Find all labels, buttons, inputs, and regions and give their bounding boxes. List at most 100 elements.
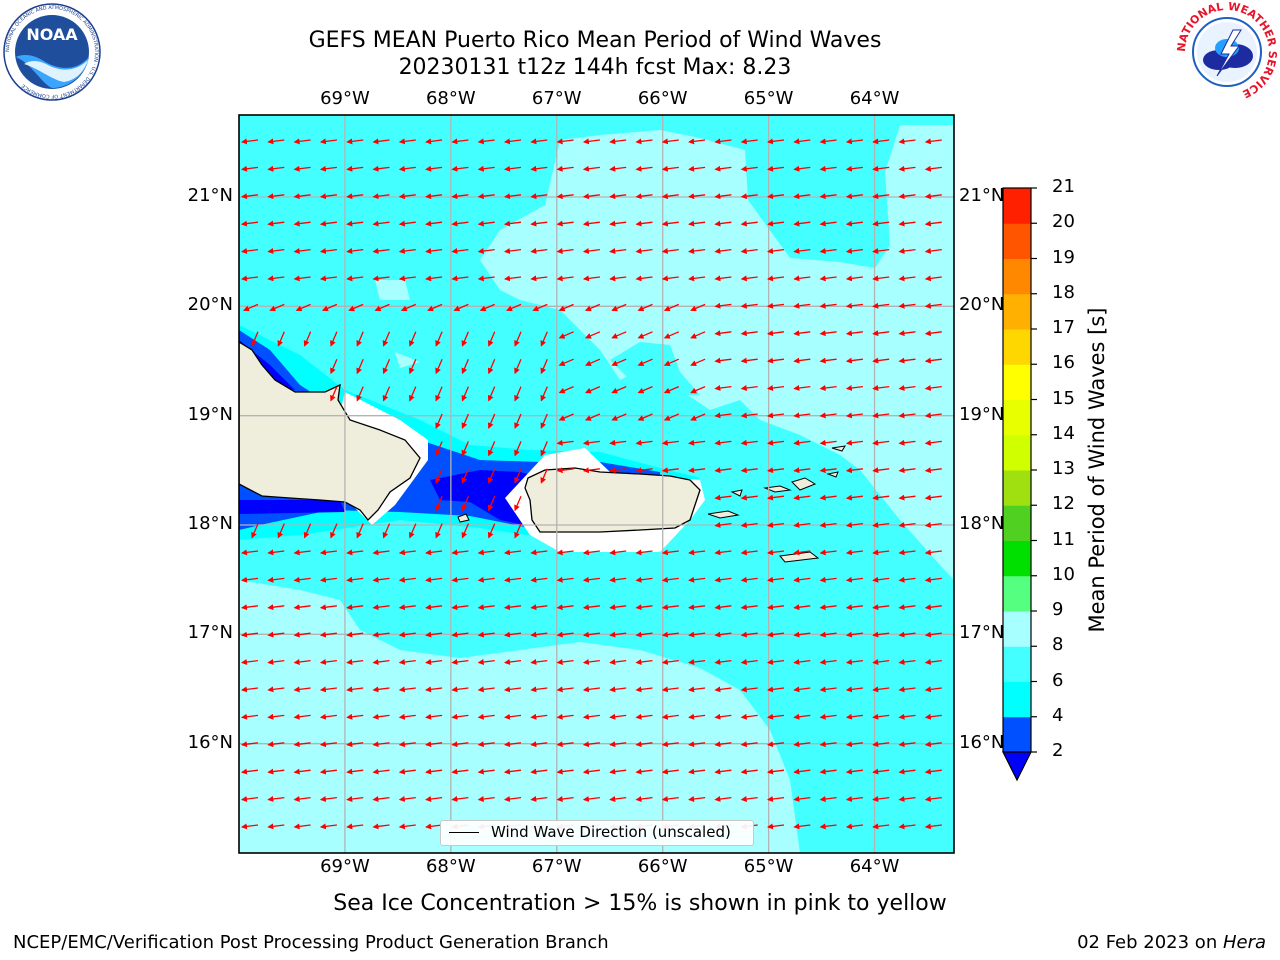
wave-direction-arrow <box>845 248 863 254</box>
wave-direction-arrow <box>372 768 390 775</box>
wave-direction-arrow <box>845 796 863 802</box>
wave-direction-arrow <box>740 604 758 611</box>
wave-direction-arrow <box>767 467 785 474</box>
wave-direction-arrow <box>872 823 890 830</box>
wave-direction-arrow <box>661 631 679 638</box>
wave-direction-arrow <box>356 386 364 402</box>
wave-direction-arrow <box>532 303 548 312</box>
wave-direction-arrow <box>714 467 732 474</box>
wave-direction-arrow <box>872 549 890 556</box>
wave-direction-arrow <box>584 358 601 366</box>
wave-direction-arrow <box>372 659 390 665</box>
wave-direction-arrow <box>267 576 285 583</box>
colorbar-segment <box>1003 364 1031 400</box>
wave-direction-arrow <box>477 248 495 254</box>
wave-direction-arrow <box>382 523 391 539</box>
wave-direction-arrow <box>688 248 706 254</box>
wave-direction-arrow <box>398 220 416 227</box>
wave-direction-arrow <box>584 386 601 394</box>
wave-direction-arrow <box>556 741 574 748</box>
colorbar-segment <box>1003 540 1031 577</box>
wave-direction-arrow <box>556 248 574 254</box>
wave-direction-arrow <box>793 659 811 665</box>
wave-direction-arrow <box>372 631 390 638</box>
wave-direction-arrow <box>356 331 364 347</box>
wave-direction-arrow <box>451 713 469 720</box>
wave-direction-arrow <box>487 523 496 539</box>
wave-direction-arrow <box>267 549 285 556</box>
wave-direction-arrow <box>398 604 416 611</box>
wave-direction-arrow <box>425 138 443 145</box>
wave-direction-arrow <box>767 741 785 748</box>
wave-direction-arrow <box>330 358 338 375</box>
colorbar-tick-label: 4 <box>1052 704 1064 726</box>
wave-direction-arrow <box>398 138 416 145</box>
wave-direction-arrow <box>845 494 863 501</box>
wave-direction-arrow <box>688 138 706 145</box>
wave-direction-arrow <box>425 686 443 693</box>
wave-direction-arrow <box>530 713 548 720</box>
wave-direction-arrow <box>819 494 837 501</box>
wave-direction-arrow <box>267 768 285 775</box>
wave-direction-arrow <box>409 358 417 375</box>
footer-date: 02 Feb 2023 on Hera <box>1077 932 1266 953</box>
wave-direction-arrow <box>872 439 890 446</box>
wave-direction-arrow <box>435 495 443 512</box>
wave-direction-arrow <box>556 686 574 693</box>
wave-direction-arrow <box>661 467 679 474</box>
wave-direction-arrow <box>425 576 443 583</box>
wave-direction-arrow <box>504 768 522 775</box>
wave-direction-arrow <box>346 193 364 200</box>
wave-direction-arrow <box>319 604 337 611</box>
wave-direction-arrow <box>845 823 863 830</box>
wave-direction-arrow <box>635 768 653 775</box>
wave-direction-arrow <box>714 302 732 309</box>
colorbar-segment <box>1003 223 1031 259</box>
wave-direction-arrow <box>425 796 443 802</box>
wave-direction-arrow <box>451 659 469 665</box>
wave-direction-arrow <box>793 220 811 227</box>
wave-direction-arrow <box>663 386 680 394</box>
wave-direction-arrow <box>637 413 653 421</box>
wave-direction-arrow <box>924 412 942 419</box>
wave-direction-arrow <box>487 495 496 512</box>
wave-direction-arrow <box>293 193 311 200</box>
wave-direction-arrow <box>530 549 548 556</box>
wave-direction-arrow <box>661 686 679 693</box>
wave-direction-arrow <box>690 358 706 366</box>
wave-direction-arrow <box>319 193 337 200</box>
wave-direction-arrow <box>425 768 443 775</box>
wave-direction-arrow <box>582 138 600 145</box>
wave-direction-arrow <box>872 796 890 802</box>
wave-direction-arrow <box>845 741 863 748</box>
wave-direction-arrow <box>372 549 390 556</box>
wave-direction-arrow <box>688 275 706 282</box>
wave-direction-arrow <box>346 713 364 720</box>
wave-direction-arrow <box>398 576 416 583</box>
wave-direction-arrow <box>346 576 364 583</box>
wave-direction-arrow <box>793 576 811 583</box>
wave-direction-arrow <box>740 275 758 282</box>
wave-direction-arrow <box>319 741 337 748</box>
wave-direction-arrow <box>558 358 574 366</box>
wave-direction-arrow <box>635 439 653 446</box>
wave-direction-arrow <box>609 713 627 720</box>
wave-direction-arrow <box>793 248 811 254</box>
map-legend: Wind Wave Direction (unscaled) <box>440 820 754 846</box>
wave-direction-arrow <box>793 439 811 446</box>
wave-direction-arrow <box>767 631 785 638</box>
wave-direction-arrow <box>582 439 600 446</box>
wave-direction-arrow <box>845 138 863 145</box>
wave-direction-arrow <box>845 193 863 200</box>
colorbar-segment <box>1003 293 1031 330</box>
wave-direction-arrow <box>504 165 522 172</box>
wave-direction-arrow <box>398 165 416 172</box>
wave-direction-arrow <box>609 138 627 145</box>
colorbar-segment <box>1003 646 1031 682</box>
wind-wave-direction-arrows <box>241 138 942 830</box>
wave-direction-arrow <box>398 741 416 748</box>
wave-direction-arrow <box>845 357 863 364</box>
wave-direction-arrow <box>504 138 522 145</box>
wave-direction-arrow <box>540 468 548 484</box>
wave-direction-arrow <box>740 302 758 309</box>
